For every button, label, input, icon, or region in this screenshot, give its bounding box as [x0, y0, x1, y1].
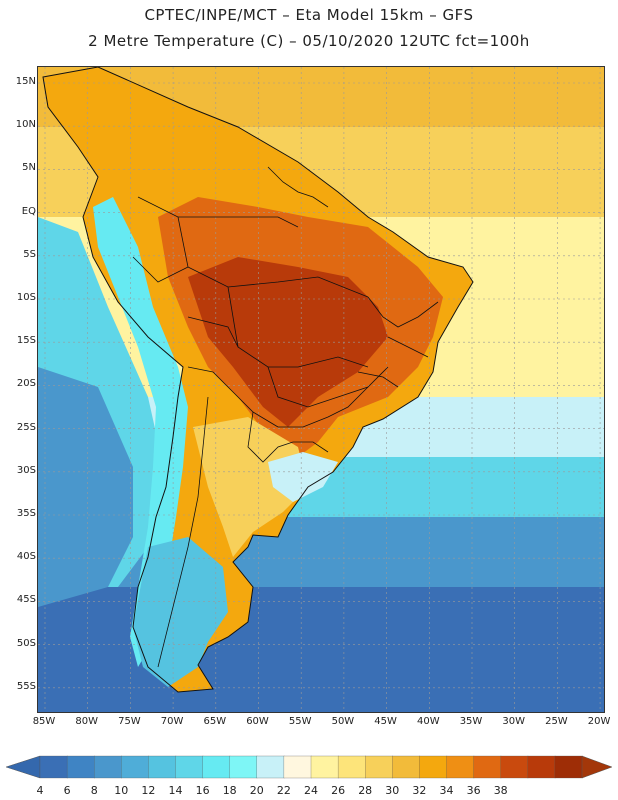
colorbar-tick-label: 18 [222, 784, 237, 797]
patagonia-region [133, 537, 228, 687]
colorbar-tick-label: 30 [385, 784, 400, 797]
colorbar-tick-label: 6 [63, 784, 71, 797]
colorbar-segment [148, 755, 177, 779]
colorbar-segment [39, 755, 68, 779]
latitude-tick-label: EQ [21, 205, 36, 217]
colorbar-segment [365, 755, 393, 779]
latitude-tick-label: 25S [16, 421, 36, 433]
map-title-line-2: 2 Metre Temperature (C) – 05/10/2020 12U… [88, 32, 530, 50]
longitude-tick-label: 30W [502, 716, 525, 727]
longitude-tick-label: 20W [587, 716, 611, 727]
latitude-tick-label: 5S [23, 248, 36, 260]
latitude-tick-label: 30S [16, 464, 36, 476]
longitude-tick-label: 50W [331, 716, 355, 727]
longitude-tick-label: 25W [545, 716, 568, 727]
longitude-tick-label: 80W [75, 716, 98, 727]
longitude-tick-label: 70W [160, 716, 184, 727]
southern-cone-warm [193, 417, 308, 557]
colorbar-tick-label: 16 [195, 784, 210, 797]
colorbar-segment [202, 755, 231, 779]
colorbar-segment [473, 755, 502, 779]
latitude-tick-label: 15S [16, 335, 36, 347]
uruguay-pale-region [268, 452, 338, 502]
colorbar-over-arrow [581, 755, 613, 779]
temperature-field [38, 67, 604, 712]
colorbar-segment [527, 755, 556, 779]
colorbar-segment [554, 755, 583, 779]
longitude-tick-label: 65W [203, 716, 227, 727]
colorbar-segment [121, 755, 150, 779]
latitude-tick-label: 20S [16, 378, 36, 390]
longitude-tick-label: 45W [374, 716, 397, 727]
graticule [38, 67, 604, 712]
colorbar-segment [337, 755, 366, 779]
latitude-tick-label: 45S [16, 594, 36, 606]
country-borders [132, 166, 439, 668]
colorbar-segment [419, 755, 448, 779]
latitude-tick-label: 35S [16, 508, 36, 519]
latitude-tick-label: 15N [15, 76, 36, 87]
colorbar-tick-label: 36 [466, 784, 481, 797]
colorbar-segment [310, 755, 339, 779]
colorbar-segment [283, 755, 312, 779]
colorbar-tick-label: 8 [90, 784, 98, 797]
longitude-tick-label: 55W [288, 716, 312, 727]
colorbar-tick-label: 24 [304, 784, 318, 797]
temperature-map[interactable] [37, 66, 605, 713]
colorbar-tick-label: 28 [358, 784, 373, 797]
colorbar-tick-label: 20 [249, 784, 264, 797]
colorbar-tick-label: 4 [36, 784, 44, 797]
colorbar-tick-label: 14 [168, 784, 183, 797]
colorbar-segment [256, 755, 285, 779]
pacific-mid-region [38, 367, 133, 607]
latitude-tick-label: 55S [16, 680, 36, 692]
colorbar-segment [229, 755, 258, 779]
temperature-colorbar [5, 755, 613, 779]
colorbar-tick-label: 32 [412, 784, 427, 797]
colorbar-tick-label: 26 [331, 784, 346, 797]
latitude-tick-label: 40S [16, 551, 36, 563]
colorbar-segment [94, 755, 122, 779]
latitude-tick-label: 10N [15, 119, 36, 131]
colorbar-tick-label: 10 [114, 784, 129, 797]
colorbar-tick-label: 34 [439, 784, 454, 797]
colorbar-tick-label: 38 [493, 784, 508, 797]
colorbar-segment [66, 755, 95, 779]
colorbar-tick-label: 12 [141, 784, 156, 797]
longitude-tick-label: 40W [416, 716, 440, 727]
longitude-tick-label: 35W [459, 716, 483, 727]
latitude-tick-label: 50S [16, 637, 36, 649]
latitude-tick-label: 5N [22, 162, 36, 174]
longitude-tick-label: 60W [246, 716, 269, 727]
longitude-tick-label: 75W [118, 716, 141, 727]
map-title-line-1: CPTEC/INPE/MCT – Eta Model 15km – GFS [144, 6, 474, 24]
colorbar-segment [500, 755, 529, 779]
colorbar-segment [392, 755, 421, 779]
colorbar-tick-label: 22 [276, 784, 291, 797]
latitude-tick-label: 10S [16, 292, 36, 303]
colorbar-segment [446, 755, 475, 779]
colorbar-segment [175, 755, 204, 779]
colorbar-under-arrow [5, 755, 41, 779]
coastline [42, 67, 474, 693]
longitude-tick-label: 85W [32, 716, 56, 727]
